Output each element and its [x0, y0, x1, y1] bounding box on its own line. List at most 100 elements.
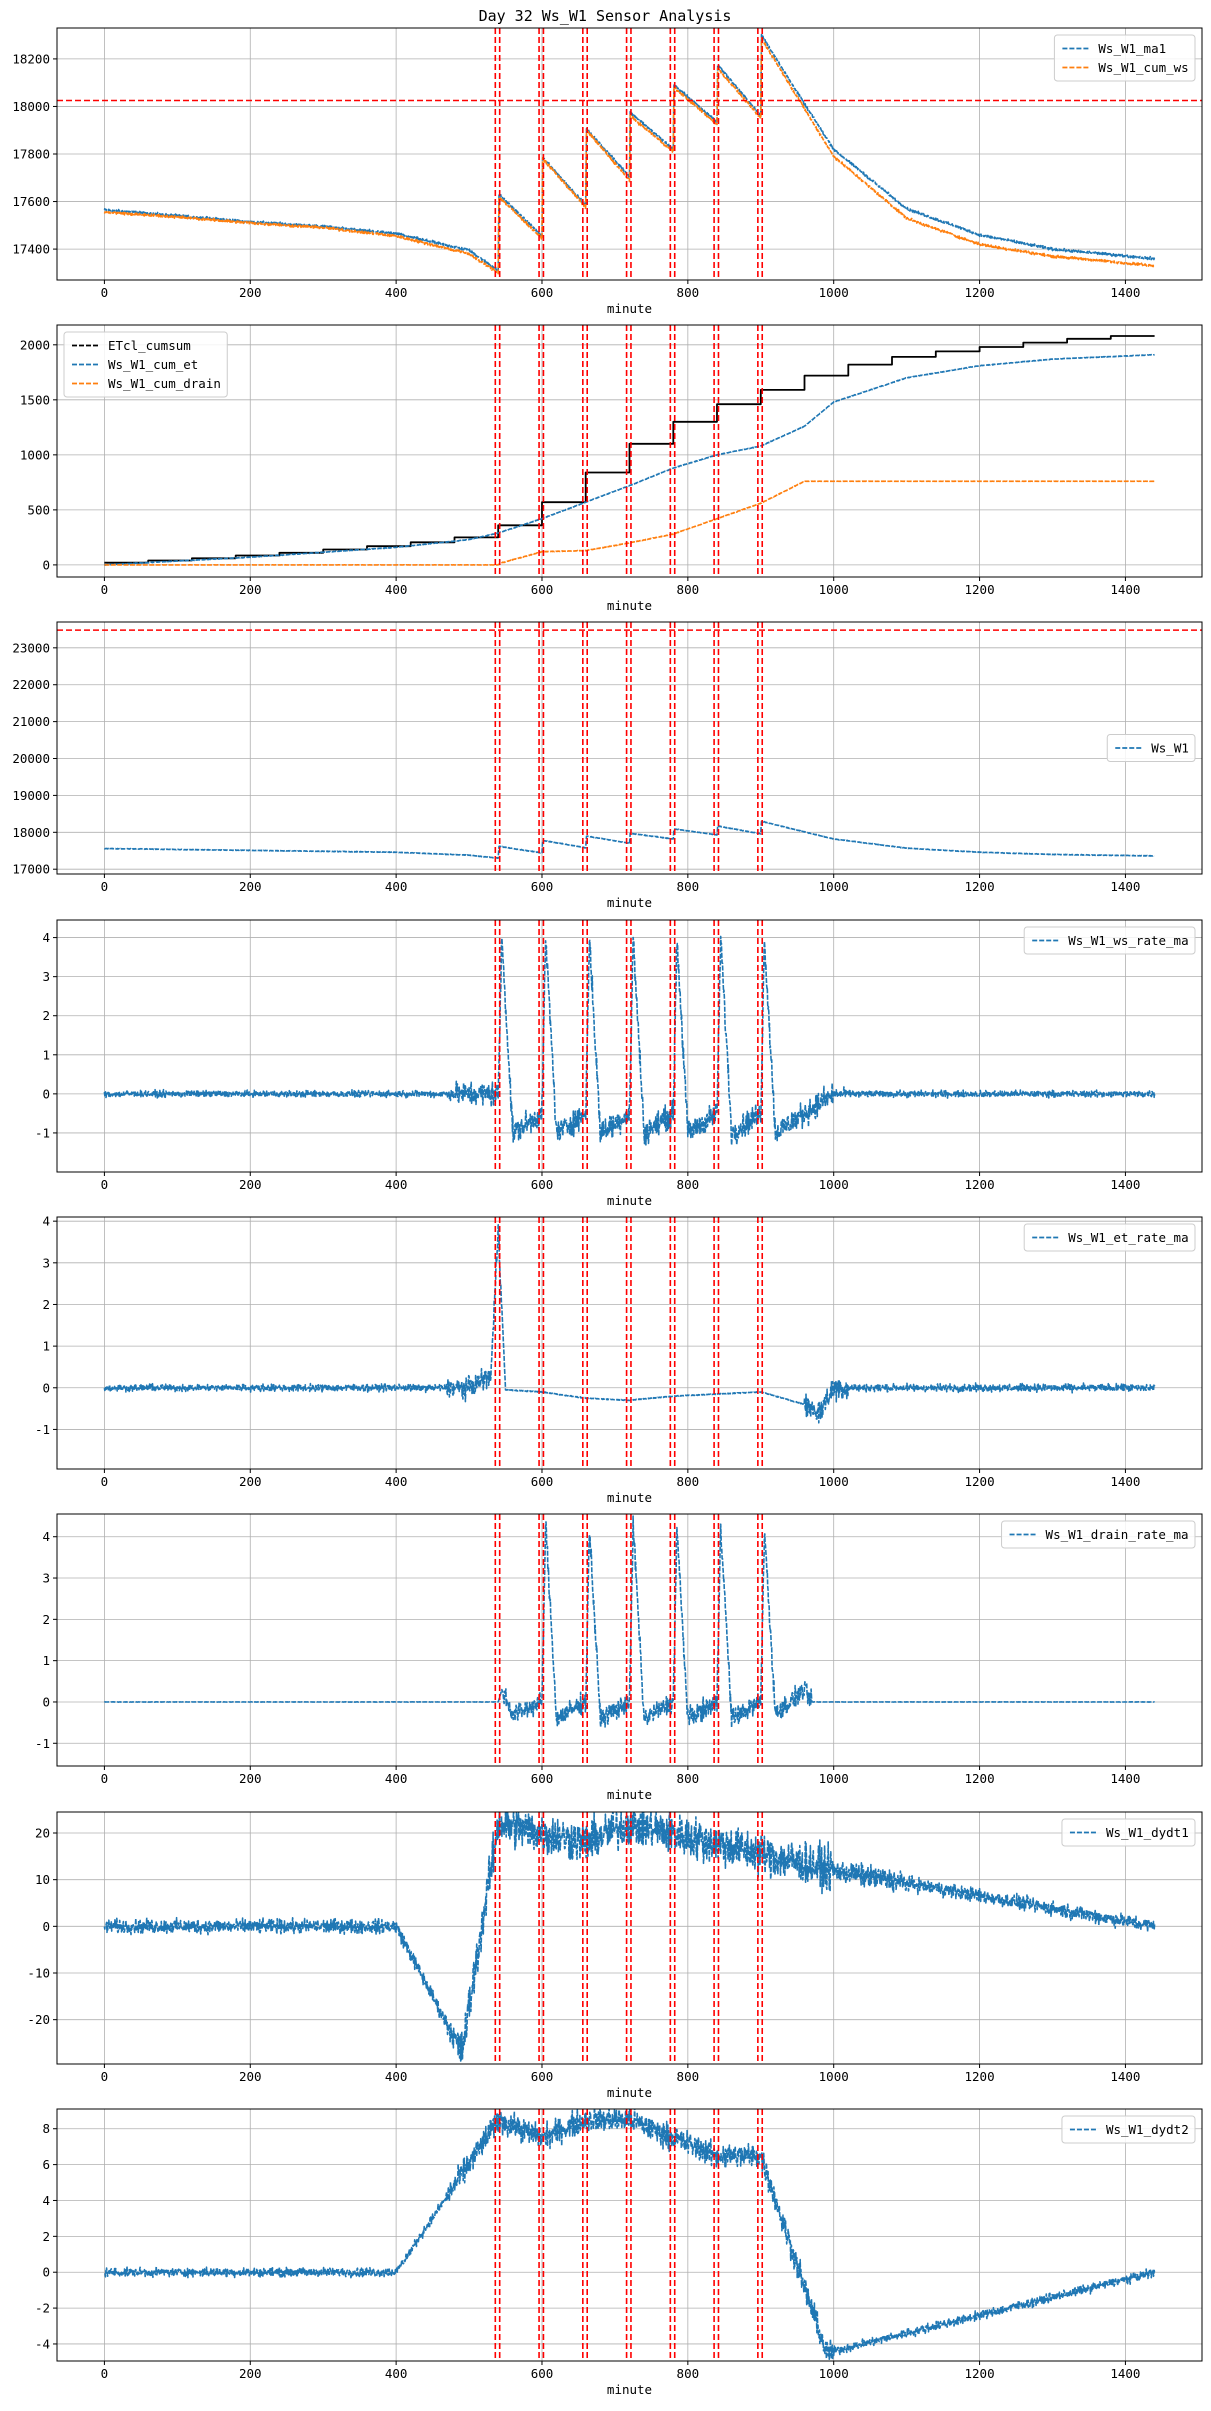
y-tick-label: -2	[35, 2301, 50, 2316]
x-tick-label: 200	[239, 582, 262, 597]
x-tick-label: 800	[677, 2069, 700, 2084]
axes-frame	[56, 1216, 1203, 1470]
legend-box	[1023, 926, 1196, 955]
y-tick-label: 20000	[12, 751, 50, 766]
legend-box	[1001, 1520, 1196, 1549]
legend: Ws_W1_drain_rate_ma	[1001, 1520, 1196, 1549]
x-axis-label: minute	[607, 1787, 652, 1802]
legend-label: Ws_W1_ws_rate_ma	[1068, 933, 1188, 948]
y-tick-label: 3	[42, 969, 50, 984]
y-tick-label: 0	[42, 1086, 50, 1101]
y-tick-label: 1	[42, 1047, 50, 1062]
x-tick-label: 800	[677, 2366, 700, 2381]
y-tick-label: 17000	[12, 862, 50, 877]
y-tick-label: 19000	[12, 788, 50, 803]
y-tick-label: 1000	[20, 447, 50, 462]
x-tick-label: 600	[531, 2366, 554, 2381]
y-tick-label: 8	[42, 2121, 50, 2136]
x-tick-label: 400	[385, 285, 408, 300]
plot-area	[103, 1217, 1156, 1469]
y-tick-label: 4	[42, 2193, 50, 2208]
x-tick-label: 0	[101, 1771, 109, 1786]
axes-frame	[56, 1811, 1203, 2065]
y-tick-label: 2	[42, 1297, 50, 1312]
legend: Ws_W1_dydt1	[1061, 1818, 1196, 1847]
x-tick-label: 1200	[965, 1177, 995, 1192]
x-tick-label: 600	[531, 879, 554, 894]
chart-panel-5: 0 200 400 600 800 1000 1200 1400 -1 0 1 2 3 4 minute Ws…	[35, 1214, 1203, 1505]
x-tick-label: 1400	[1110, 285, 1140, 300]
series-line-Ws_W1_cum_ws	[103, 37, 1155, 275]
legend-box	[1106, 734, 1196, 762]
x-tick-label: 400	[385, 1177, 408, 1192]
x-tick-label: 1000	[819, 285, 849, 300]
y-tick-label: 2	[42, 1008, 50, 1023]
chart-panel-3: 0 200 400 600 800 1000 1200 1400 17000 18000 19000…	[12, 621, 1203, 910]
x-tick-label: 1200	[965, 582, 995, 597]
x-tick-label: 200	[239, 1474, 262, 1489]
x-tick-label: 0	[101, 2366, 109, 2381]
y-tick-label: 18000	[12, 825, 50, 840]
x-tick-label: 1400	[1110, 2366, 1140, 2381]
legend-box	[1061, 2115, 1196, 2144]
axes-frame	[56, 1513, 1203, 1767]
legend-label: Ws_W1_ma1	[1098, 41, 1166, 56]
y-tick-label: 6	[42, 2157, 50, 2172]
y-tick-label: 3	[42, 1255, 50, 1270]
plot-area	[103, 325, 1155, 577]
y-tick-label: -1	[35, 1422, 50, 1437]
x-tick-label: 800	[677, 582, 700, 597]
series-line-Ws_W1_dydt1	[103, 1812, 1156, 2062]
y-tick-label: 4	[42, 1214, 50, 1229]
x-tick-label: 1000	[819, 2069, 849, 2084]
legend-box	[1023, 1223, 1196, 1252]
y-tick-label: 2000	[20, 337, 50, 352]
series-line-Ws_W1_dydt2	[104, 2109, 1156, 2361]
axes-frame	[56, 621, 1203, 875]
x-tick-label: 0	[101, 1474, 109, 1489]
x-tick-label: 800	[677, 879, 700, 894]
y-tick-label: 17800	[12, 147, 50, 162]
chart-panel-7: 0 200 400 600 800 1000 1200 1400 -20 -10 0 10 20 minu…	[27, 1811, 1203, 2100]
series-line-Ws_W1_ws_rate_ma	[103, 935, 1156, 1146]
y-tick-label: 500	[27, 502, 50, 517]
x-tick-label: 1000	[819, 2366, 849, 2381]
y-tick-label: 1500	[20, 392, 50, 407]
x-tick-label: 200	[239, 879, 262, 894]
series-line-Ws_W1_cum_et	[103, 353, 1155, 566]
x-tick-label: 1400	[1110, 582, 1140, 597]
legend: Ws_W1_dydt2	[1061, 2115, 1196, 2144]
y-tick-label: 0	[42, 1694, 50, 1709]
figure-title: Day 32 Ws_W1 Sensor Analysis	[479, 7, 732, 25]
x-axis-label: minute	[607, 1490, 652, 1505]
x-axis-label: minute	[607, 1193, 652, 1208]
series-line-ETcl_cumsum	[104, 335, 1155, 564]
x-tick-label: 200	[239, 1771, 262, 1786]
axes-frame	[56, 2108, 1203, 2362]
y-tick-label: 17400	[12, 242, 50, 257]
x-tick-label: 1200	[965, 2366, 995, 2381]
y-tick-label: 1	[42, 1653, 50, 1668]
legend-box	[63, 331, 228, 398]
x-tick-label: 600	[531, 1771, 554, 1786]
axes-frame	[56, 919, 1203, 1173]
series-line-Ws_W1_et_rate_ma	[103, 1224, 1156, 1424]
plot-area	[103, 1812, 1156, 2064]
x-axis-label: minute	[607, 2382, 652, 2397]
x-tick-label: 1000	[819, 1474, 849, 1489]
legend-label: Ws_W1_drain_rate_ma	[1046, 1527, 1189, 1542]
x-tick-label: 0	[101, 582, 109, 597]
x-tick-label: 1200	[965, 285, 995, 300]
x-tick-label: 600	[531, 285, 554, 300]
plot-area	[57, 622, 1202, 874]
legend: ETcl_cumsum Ws_W1_cum_et Ws_W1_cum_drain	[63, 331, 228, 398]
x-tick-label: 200	[239, 1177, 262, 1192]
x-tick-label: 1000	[819, 1177, 849, 1192]
legend: Ws_W1_et_rate_ma	[1023, 1223, 1196, 1252]
x-tick-label: 1400	[1110, 1771, 1140, 1786]
x-tick-label: 0	[101, 285, 109, 300]
plot-area	[103, 920, 1156, 1172]
y-tick-label: 21000	[12, 714, 50, 729]
plot-area	[104, 2109, 1156, 2361]
